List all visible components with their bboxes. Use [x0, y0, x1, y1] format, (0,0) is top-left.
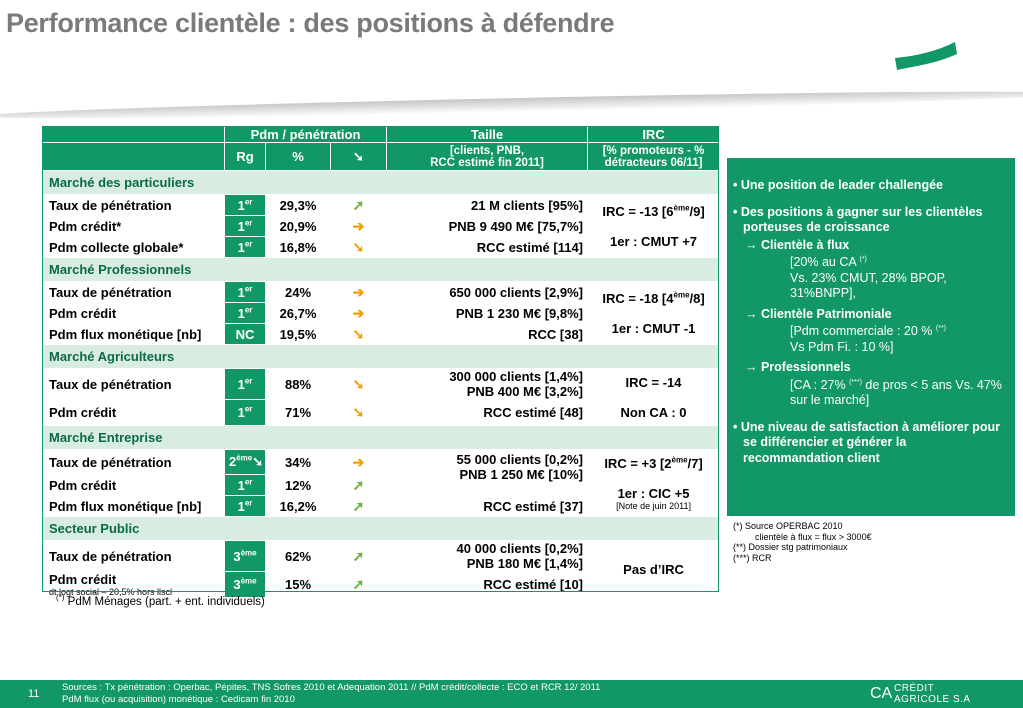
arrow-up-icon: ➚ — [329, 495, 388, 517]
brand-name: CRÉDIT AGRICOLE S.A — [894, 683, 971, 705]
header-band — [0, 62, 1023, 118]
table-row: Taux de pénétration 2ème➘ 34% ➔ 55 000 c… — [42, 449, 721, 517]
irc-entreprise: IRC = +3 [2ème/7] 1er : CIC +5 [Note de j… — [587, 449, 721, 517]
section-particuliers: Marché des particuliers — [41, 170, 721, 195]
table-row: Pdm collecte globale* 1er 16,8% ➘ RCC es… — [42, 236, 720, 258]
table-row: Pdm flux monétique [nb] NC 19,5% ➘ RCC [… — [42, 323, 720, 345]
notes-right: (*) Source OPERBAC 2010 clientèle à flux… — [733, 521, 872, 563]
header-pct: % — [265, 142, 331, 171]
arrow-down-icon: ➘ — [329, 236, 388, 258]
table-row: Taux de pénétration 1er 24% ➔ 650 000 cl… — [42, 281, 721, 345]
table-row: Taux de pénétration 1er 29,3% ➚ 21 M cli… — [42, 194, 721, 258]
page-number: 11 — [28, 688, 40, 700]
header-rg: Rg — [224, 142, 266, 171]
table-row: Taux de pénétration 1er 88% ➘ 300 000 cl… — [42, 368, 721, 426]
arrow-up-icon: ➚ — [329, 474, 388, 496]
table-row: Pdm crédit dt logt social – 20,5% hors ll… — [42, 571, 720, 598]
summary-panel: • Une position de leader challengée • De… — [727, 158, 1015, 516]
table-row: Pdm crédit 1er 26,7% ➔ PNB 1 230 M€ [9,8… — [42, 302, 720, 324]
arrow-up-icon: ➚ — [329, 571, 388, 598]
page-title: Performance clientèle : des positions à … — [6, 8, 615, 38]
credit-agricole-logo-icon: CA — [870, 685, 893, 702]
arrow-down-icon: ➘ — [329, 399, 388, 426]
table-subheader-row: Rg % ➘ [clients, PNB, RCC estimé fin 2011… — [42, 142, 721, 171]
section-agriculteurs: Marché Agriculteurs — [41, 344, 721, 369]
logo-swoosh-icon — [895, 42, 957, 70]
arrow-down-icon: ➘ — [252, 454, 264, 469]
header-irc: IRC — [587, 126, 721, 143]
header-taille: Taille — [386, 126, 589, 143]
arrow-right-icon: ➔ — [329, 215, 388, 237]
table-row: Pdm crédit 1er 71% ➘ RCC estimé [48] — [42, 399, 720, 426]
arrow-down-icon: ➘ — [329, 323, 388, 345]
arrow-up-icon: ➚ — [329, 194, 388, 216]
irc-particuliers: IRC = -13 [6ème/9] 1er : CMUT +7 — [587, 194, 721, 258]
header-arrow-icon: ➘ — [329, 142, 388, 171]
header-pdm: Pdm / pénétration — [223, 126, 388, 143]
arrow-right-icon: ➔ — [329, 281, 388, 303]
table-row: Pdm flux monétique [nb] 1er 16,2% ➚ RCC … — [42, 495, 720, 517]
table-row: Taux de pénétration 3ème 62% ➚ 40 000 cl… — [42, 540, 721, 598]
header-taille-detail: [clients, PNB, RCC estimé fin 2011] — [386, 142, 589, 171]
performance-table: Pdm / pénétration Taille IRC Rg % ➘ [cli… — [41, 126, 721, 598]
arrow-right-icon: ➔ — [329, 449, 388, 475]
arrow-up-icon: ➚ — [329, 540, 388, 572]
section-professionnels: Marché Professionnels — [41, 257, 721, 282]
section-public: Secteur Public — [41, 516, 721, 541]
footer: 11 Sources : Tx pénétration : Operbac, P… — [0, 680, 1023, 708]
arrow-right-icon: ➔ — [329, 302, 388, 324]
irc-professionnels: IRC = -18 [4ème/8] 1er : CMUT -1 — [587, 281, 721, 345]
section-entreprise: Marché Entreprise — [41, 425, 721, 450]
arrow-down-icon: ➘ — [329, 368, 388, 400]
irc-public: Pas d’IRC — [587, 540, 721, 598]
table-row: Pdm crédit* 1er 20,9% ➔ PNB 9 490 M€ [75… — [42, 215, 720, 237]
footnote-left: (*) PdM Ménages (part. + ent. individuel… — [56, 593, 265, 608]
footer-sources: Sources : Tx pénétration : Operbac, Pépi… — [62, 682, 601, 705]
table-header-row: Pdm / pénétration Taille IRC — [42, 126, 721, 143]
irc-agriculteurs: IRC = -14 Non CA : 0 — [587, 368, 721, 426]
header-irc-detail: [% promoteurs - % détracteurs 06/11] — [587, 142, 721, 171]
